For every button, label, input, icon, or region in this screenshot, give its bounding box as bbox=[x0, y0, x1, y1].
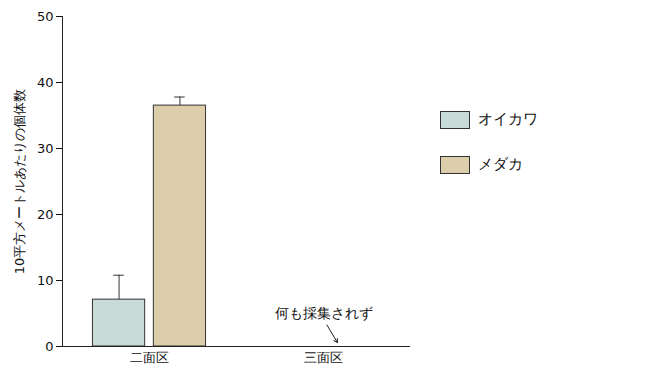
svg-text:10: 10 bbox=[37, 273, 54, 288]
html-text:オイカワ: オイカワ bbox=[478, 110, 538, 128]
svg-text:何も採集されず: 何も採集されず bbox=[275, 305, 373, 321]
svg-text:40: 40 bbox=[37, 75, 54, 90]
svg-text:30: 30 bbox=[37, 141, 54, 156]
svg-text:二面区: 二面区 bbox=[130, 350, 169, 365]
svg-text:0: 0 bbox=[45, 339, 53, 354]
svg-text:20: 20 bbox=[37, 207, 54, 222]
svg-text:50: 50 bbox=[37, 9, 54, 24]
svg-text:10平方メートルあたりの個体数: 10平方メートルあたりの個体数 bbox=[12, 89, 27, 275]
html-text:メダカ: メダカ bbox=[478, 155, 523, 173]
svg-text:三面区: 三面区 bbox=[304, 350, 343, 365]
